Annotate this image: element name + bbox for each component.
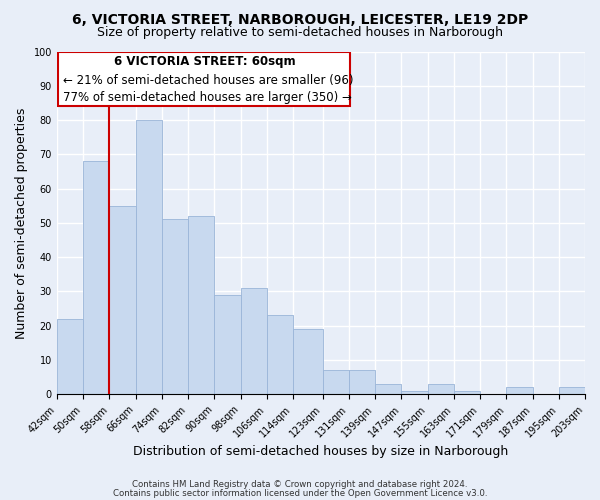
Text: 6 VICTORIA STREET: 60sqm: 6 VICTORIA STREET: 60sqm xyxy=(113,56,295,68)
Text: Size of property relative to semi-detached houses in Narborough: Size of property relative to semi-detach… xyxy=(97,26,503,39)
Text: 6, VICTORIA STREET, NARBOROUGH, LEICESTER, LE19 2DP: 6, VICTORIA STREET, NARBOROUGH, LEICESTE… xyxy=(72,12,528,26)
Bar xyxy=(188,216,214,394)
Bar xyxy=(428,384,454,394)
Text: 77% of semi-detached houses are larger (350) →: 77% of semi-detached houses are larger (… xyxy=(64,92,352,104)
Bar xyxy=(401,391,428,394)
Bar xyxy=(454,391,480,394)
FancyBboxPatch shape xyxy=(58,52,350,106)
Bar xyxy=(293,329,323,394)
Bar xyxy=(162,220,188,394)
Bar xyxy=(136,120,162,394)
Bar xyxy=(267,316,293,394)
Bar xyxy=(506,388,533,394)
X-axis label: Distribution of semi-detached houses by size in Narborough: Distribution of semi-detached houses by … xyxy=(133,444,509,458)
Bar xyxy=(109,206,136,394)
Y-axis label: Number of semi-detached properties: Number of semi-detached properties xyxy=(15,107,28,338)
Bar xyxy=(559,388,585,394)
Bar xyxy=(241,288,267,395)
Bar xyxy=(375,384,401,394)
Text: Contains public sector information licensed under the Open Government Licence v3: Contains public sector information licen… xyxy=(113,488,487,498)
Bar xyxy=(214,295,241,394)
Text: Contains HM Land Registry data © Crown copyright and database right 2024.: Contains HM Land Registry data © Crown c… xyxy=(132,480,468,489)
Bar xyxy=(323,370,349,394)
Bar xyxy=(349,370,375,394)
Text: ← 21% of semi-detached houses are smaller (96): ← 21% of semi-detached houses are smalle… xyxy=(64,74,354,87)
Bar xyxy=(83,161,109,394)
Bar xyxy=(57,319,83,394)
